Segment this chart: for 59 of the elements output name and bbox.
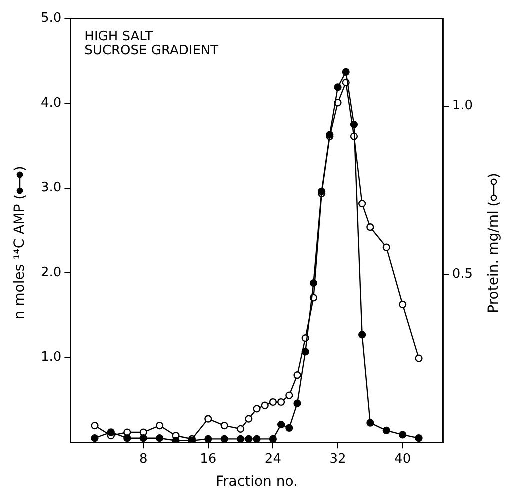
point: [286, 424, 294, 432]
point: [156, 422, 164, 430]
y-axis-title: n moles ¹⁴C AMP: [12, 204, 28, 320]
y2-axis-title: Protein. mg/ml: [486, 210, 502, 314]
point: [310, 279, 318, 288]
x-tick-label: 16: [200, 452, 217, 467]
point: [245, 415, 253, 423]
point: [415, 434, 423, 442]
point: [107, 428, 115, 436]
x-tick-label: 8: [139, 452, 148, 467]
point: [124, 434, 132, 442]
point: [302, 348, 310, 356]
point: [253, 435, 261, 443]
point: [358, 331, 366, 339]
point: [382, 426, 390, 435]
x-tick-label: 40: [394, 452, 412, 467]
x-axis-title: Fraction no.: [216, 474, 298, 490]
point: [415, 354, 423, 362]
annotation: SUCROSE GRADIENT: [84, 44, 219, 59]
point: [237, 425, 245, 433]
x-tick-label: 32: [330, 452, 346, 467]
y-tick-label: 1.0: [40, 350, 62, 366]
annotation: HIGH SALT: [84, 30, 154, 45]
y2-tick-label: 1.0: [452, 98, 474, 114]
point: [334, 84, 342, 92]
point: [358, 200, 366, 208]
x-tick-label: 24: [264, 452, 282, 467]
point: [278, 398, 286, 406]
point: [220, 435, 228, 443]
point: [269, 435, 277, 443]
y-tick-label: 4.0: [40, 96, 62, 111]
point: [91, 422, 99, 430]
point: [350, 120, 358, 129]
point: [204, 435, 212, 443]
y2-tick-label: 0.5: [452, 266, 474, 282]
y-tick-label: 2.0: [40, 265, 62, 280]
point: [156, 434, 164, 442]
point: [253, 405, 261, 413]
point: [204, 415, 212, 423]
point: [140, 434, 148, 442]
point: [399, 300, 407, 308]
point: [261, 402, 269, 410]
point: [366, 224, 374, 232]
point: [278, 421, 286, 429]
point: [382, 244, 390, 252]
point: [366, 419, 374, 427]
point: [294, 372, 302, 380]
point: [286, 392, 294, 400]
point: [172, 437, 180, 443]
point: [294, 400, 302, 408]
point: [237, 435, 245, 443]
point: [245, 435, 253, 443]
point: [91, 434, 99, 442]
point: [399, 431, 407, 439]
y-tick-label: 5.0: [40, 11, 62, 26]
y-tick-label: 3.0: [40, 180, 62, 196]
point: [342, 68, 350, 76]
point: [269, 398, 277, 406]
point: [220, 422, 228, 430]
